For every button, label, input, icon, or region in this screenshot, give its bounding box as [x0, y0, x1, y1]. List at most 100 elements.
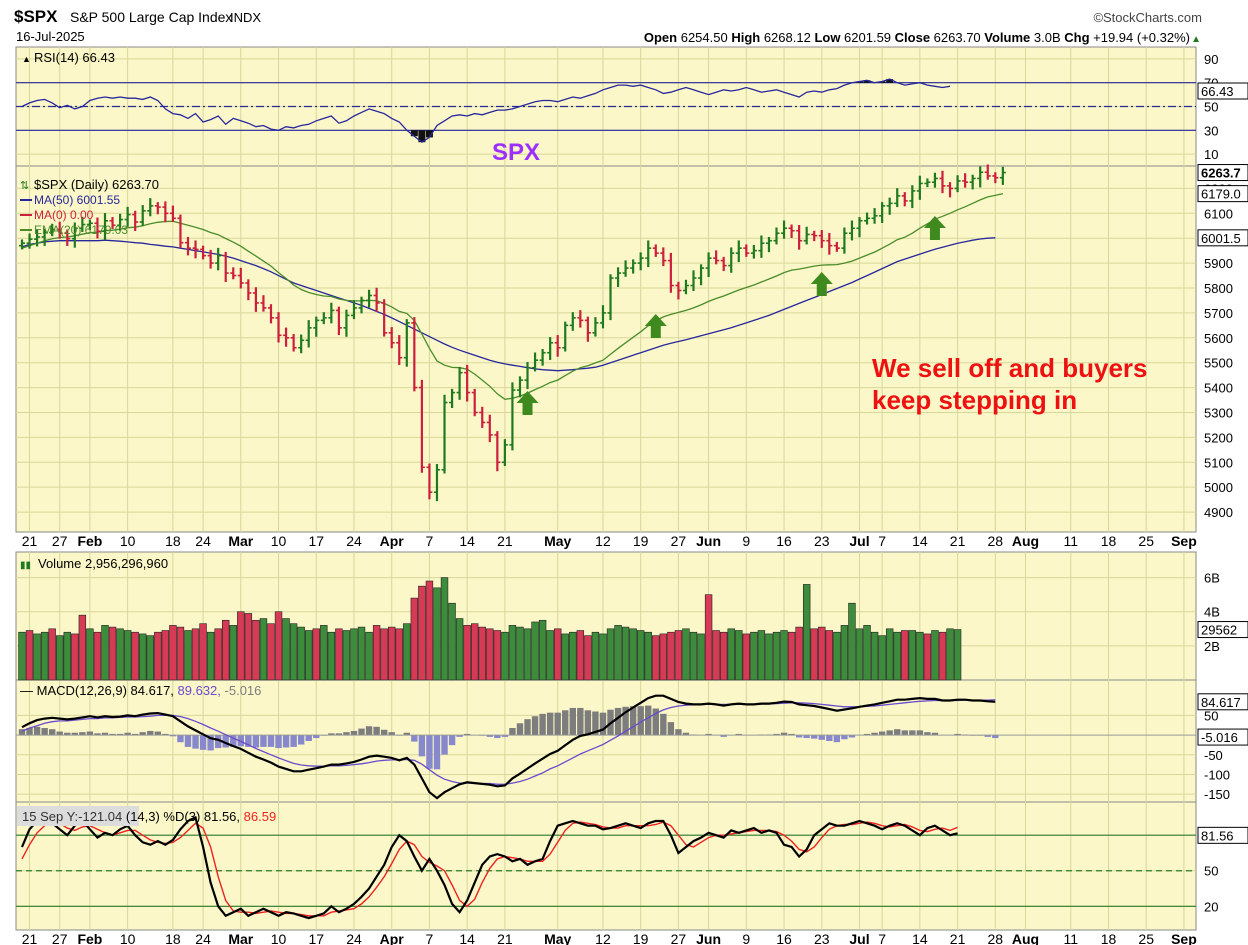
macd-histogram-bar: [297, 735, 305, 745]
chart-labels: 9070503010620061006000590058005700560055…: [17, 50, 1248, 945]
price-bar: [652, 244, 659, 257]
crosshair-readout-box: [17, 806, 139, 826]
volume-bar: [440, 577, 449, 681]
macd-histogram-bar: [592, 711, 599, 736]
legend-label: MA(50) 6001.55: [34, 193, 120, 207]
price-bar: [894, 188, 901, 208]
price-bar: [735, 240, 742, 263]
volume-bar: [508, 625, 517, 681]
price-bar: [569, 312, 576, 331]
volume-bar: [267, 623, 275, 681]
volume-bar: [938, 631, 947, 681]
price-panel: [15, 165, 1197, 533]
volume-bar: [486, 628, 494, 681]
price-bar: [479, 406, 486, 428]
volume-bar: [206, 631, 215, 681]
x-axis-label: May: [544, 931, 571, 945]
macd-title-part: — MACD(12,26,9) 84.617,: [20, 683, 174, 698]
watermark: ©StockCharts.com: [1093, 10, 1202, 25]
price-bar: [486, 414, 493, 443]
volume-bar: [674, 630, 683, 681]
volume-bar: [372, 625, 381, 681]
macd-title: — MACD(12,26,9) 84.617, 89.632, -5.016: [20, 683, 261, 698]
x-axis-label: 10: [271, 931, 287, 945]
rsi-overbought-fill: [863, 80, 871, 83]
volume-title: Volume 2,956,296,960: [38, 556, 168, 571]
price-bar: [615, 267, 622, 288]
macd-histogram-bar: [214, 735, 222, 749]
x-axis-label: 7: [878, 931, 886, 945]
volume-bar: [470, 623, 479, 681]
macd-histogram-bar: [901, 730, 908, 736]
macd-histogram-bar: [373, 726, 380, 736]
price-bar: [781, 220, 788, 239]
volume-bar: [531, 621, 539, 681]
volume-bar: [410, 597, 419, 681]
volume-bar: [719, 631, 728, 681]
macd-histogram-bar: [365, 726, 373, 736]
macd-histogram-bar: [282, 735, 290, 748]
x-axis-label: Feb: [77, 533, 102, 549]
x-axis-label: 21: [497, 931, 513, 945]
volume-bar: [18, 631, 26, 681]
macd-tick-label: -50: [1204, 748, 1223, 763]
volume-bar: [161, 630, 170, 681]
price-bar: [411, 317, 418, 392]
price-bar: [969, 174, 976, 190]
volume-bar: [682, 628, 690, 681]
macd-histogram-bar: [139, 732, 146, 736]
macd-histogram-bar: [343, 732, 350, 736]
volume-bar: [48, 628, 56, 681]
price-bar: [267, 304, 274, 324]
ohlc-label: Close: [891, 30, 934, 45]
price-bar: [607, 274, 614, 321]
rsi-value-label: 66.43: [1201, 84, 1234, 99]
macd-histogram-bar: [509, 728, 516, 736]
volume-bar: [893, 631, 901, 681]
price-bar: [796, 225, 803, 250]
macd-histogram-bar: [878, 731, 886, 736]
x-axis-label: Sep: [1171, 533, 1197, 549]
volume-bar: [833, 631, 841, 681]
volume-bar: [802, 584, 811, 681]
index-name: S&P 500 Large Cap Index: [70, 9, 232, 25]
price-tick-label: 5200: [1204, 430, 1233, 445]
x-axis-label: 17: [308, 533, 324, 549]
macd-histogram-bar: [848, 735, 856, 738]
volume-bar: [795, 626, 803, 681]
price-bar: [313, 316, 320, 337]
x-axis-label: 14: [912, 533, 928, 549]
price-bar: [305, 320, 312, 348]
volume-bar: [259, 618, 268, 681]
volume-bar: [501, 631, 509, 681]
price-value-box: [1197, 229, 1248, 247]
volume-bar: [244, 613, 253, 681]
volume-value-box: [1197, 621, 1248, 639]
price-bar: [117, 213, 124, 231]
volume-bar: [131, 631, 139, 681]
macd-histogram-bar: [207, 735, 214, 751]
macd-histogram-bar: [358, 728, 365, 736]
volume-bar: [418, 585, 426, 681]
price-tick-label: 5700: [1204, 306, 1233, 321]
macd-histogram-bar: [403, 732, 410, 736]
x-axis-label: Feb: [77, 931, 102, 945]
price-bar: [622, 260, 629, 277]
price-bar: [64, 229, 71, 246]
volume-bar: [787, 631, 796, 681]
price-bar: [283, 327, 290, 347]
price-tick-label: 5600: [1204, 331, 1233, 346]
price-bar: [298, 334, 305, 354]
volume-bar: [282, 618, 290, 681]
ohlc-label: Chg: [1061, 30, 1094, 45]
volume-bar: [229, 625, 237, 681]
price-bar: [245, 279, 252, 301]
ohlc-value: 6254.50: [681, 30, 728, 45]
volume-bar: [765, 633, 773, 681]
symbol: $SPX: [14, 7, 58, 26]
price-bar: [690, 270, 697, 291]
price-tick-label: 5300: [1204, 405, 1233, 420]
price-bar: [509, 382, 516, 451]
macd-histogram-bar: [614, 707, 622, 736]
volume-bar: [870, 631, 879, 681]
